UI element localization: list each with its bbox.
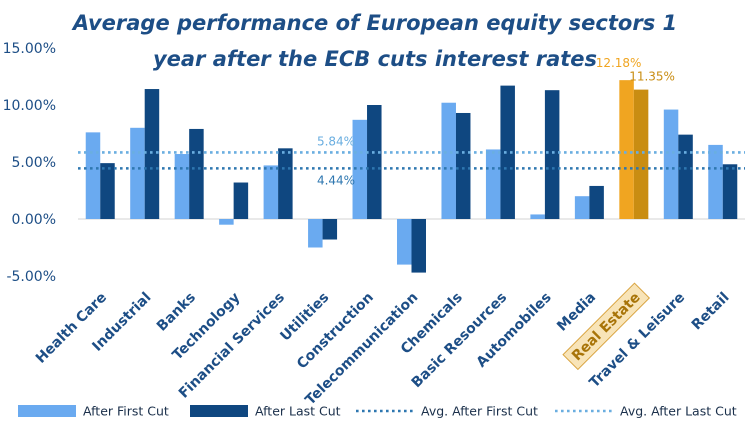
bar-after-last-cut xyxy=(544,90,560,220)
bar-after-first-cut xyxy=(219,219,234,225)
legend-label: After Last Cut xyxy=(255,404,341,419)
bar-after-last-cut xyxy=(233,182,249,219)
legend: After First Cut After Last Cut Avg. After … xyxy=(18,404,737,419)
chart-title-line: year after the ECB cuts interest rates xyxy=(153,47,597,71)
bar-after-last-cut xyxy=(367,105,382,219)
y-tick-label: 15.00% xyxy=(3,41,56,57)
bar-after-last-cut xyxy=(589,185,604,219)
bar-after-last-cut xyxy=(455,112,471,219)
y-tick-label: 10.00% xyxy=(3,98,56,114)
bar-after-first-cut xyxy=(85,132,101,219)
bar-after-first-cut xyxy=(485,149,501,219)
chart-title-line: Average performance of European equity s… xyxy=(71,11,677,35)
average-lines: 4.44% 5.84% xyxy=(78,134,745,187)
bar-after-last-cut xyxy=(678,134,693,219)
bar-after-last-cut xyxy=(411,219,426,273)
bar-after-last-cut xyxy=(500,85,515,220)
bar-after-first-cut xyxy=(308,219,323,248)
x-tick-label: Health Care xyxy=(33,290,110,367)
chart-title: Average performance of European equity s… xyxy=(71,11,677,71)
bar-after-last-cut xyxy=(633,89,649,219)
bar-after-first-cut xyxy=(263,165,279,219)
bar-after-last-cut xyxy=(189,128,204,219)
bar-after-first-cut xyxy=(130,127,145,219)
bar-after-last-cut xyxy=(322,219,338,240)
x-tick-label: Banks xyxy=(154,290,199,335)
legend-label: Avg. After First Cut xyxy=(421,404,538,419)
bar-after-last-cut xyxy=(722,164,738,219)
bar-after-last-cut xyxy=(144,89,160,219)
bar-after-first-cut xyxy=(174,154,190,219)
legend-swatch xyxy=(190,405,248,417)
highlight-value-label: 11.35% xyxy=(629,70,675,84)
highlight-value-label: 12.18% xyxy=(596,56,642,70)
y-tick-label: 0.00% xyxy=(12,212,56,228)
bar-after-first-cut xyxy=(708,144,723,219)
bars: 12.18%11.35% xyxy=(85,56,738,273)
bar-after-first-cut xyxy=(663,109,679,219)
x-tick-label: Construction xyxy=(294,290,377,373)
highlight-label-box xyxy=(562,282,651,371)
bar-after-first-cut xyxy=(530,214,545,219)
y-tick-label: 5.00% xyxy=(12,155,56,171)
legend-label: Avg. After Last Cut xyxy=(620,404,737,419)
bar-after-first-cut xyxy=(397,219,412,265)
bar-after-first-cut xyxy=(574,196,590,219)
bar-after-first-cut xyxy=(441,102,456,219)
bar-after-first-cut xyxy=(619,80,634,219)
y-tick-label: -5.00% xyxy=(6,269,56,285)
legend-label: After First Cut xyxy=(83,404,169,419)
bar-after-last-cut xyxy=(100,163,115,219)
average-value-label: 4.44% xyxy=(317,173,355,187)
average-value-label: 5.84% xyxy=(317,134,355,148)
legend-swatch xyxy=(18,405,76,417)
bar-after-first-cut xyxy=(352,119,368,219)
x-tick-label: Retail xyxy=(689,290,733,334)
bar-after-last-cut xyxy=(278,148,293,219)
